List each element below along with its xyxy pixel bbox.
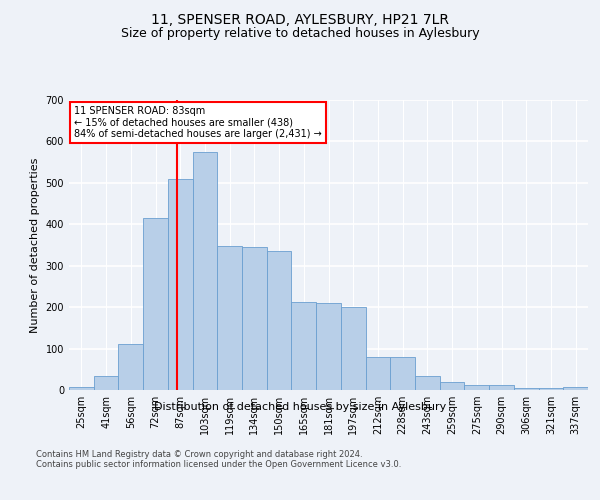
Bar — [242, 247, 267, 390]
Bar — [143, 218, 168, 390]
Bar — [539, 388, 563, 390]
Bar — [69, 386, 94, 390]
Bar — [94, 376, 118, 390]
Bar — [217, 246, 242, 390]
Text: Size of property relative to detached houses in Aylesbury: Size of property relative to detached ho… — [121, 28, 479, 40]
Bar — [365, 357, 390, 390]
Bar — [193, 152, 217, 390]
Bar — [390, 357, 415, 390]
Bar — [168, 178, 193, 390]
Bar — [514, 388, 539, 390]
Text: Distribution of detached houses by size in Aylesbury: Distribution of detached houses by size … — [154, 402, 446, 412]
Bar — [316, 303, 341, 390]
Bar — [292, 302, 316, 390]
Y-axis label: Number of detached properties: Number of detached properties — [30, 158, 40, 332]
Bar — [464, 385, 489, 390]
Text: 11, SPENSER ROAD, AYLESBURY, HP21 7LR: 11, SPENSER ROAD, AYLESBURY, HP21 7LR — [151, 12, 449, 26]
Bar — [267, 251, 292, 390]
Text: Contains HM Land Registry data © Crown copyright and database right 2024.
Contai: Contains HM Land Registry data © Crown c… — [36, 450, 401, 469]
Bar — [440, 382, 464, 390]
Bar — [118, 344, 143, 390]
Bar — [563, 386, 588, 390]
Bar — [489, 385, 514, 390]
Bar — [341, 307, 365, 390]
Bar — [415, 376, 440, 390]
Text: 11 SPENSER ROAD: 83sqm
← 15% of detached houses are smaller (438)
84% of semi-de: 11 SPENSER ROAD: 83sqm ← 15% of detached… — [74, 106, 322, 139]
